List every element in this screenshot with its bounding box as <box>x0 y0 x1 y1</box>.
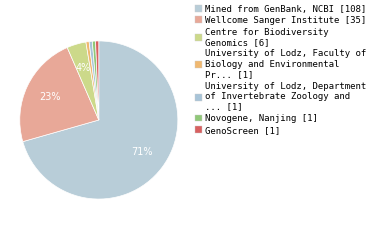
Legend: Mined from GenBank, NCBI [108], Wellcome Sanger Institute [35], Centre for Biodi: Mined from GenBank, NCBI [108], Wellcome… <box>195 5 367 135</box>
Wedge shape <box>67 42 99 120</box>
Wedge shape <box>23 41 178 199</box>
Wedge shape <box>95 41 99 120</box>
Wedge shape <box>86 42 99 120</box>
Text: 4%: 4% <box>76 63 91 73</box>
Wedge shape <box>92 41 99 120</box>
Wedge shape <box>20 48 99 142</box>
Text: 23%: 23% <box>40 92 61 102</box>
Wedge shape <box>89 41 99 120</box>
Text: 71%: 71% <box>131 147 152 157</box>
